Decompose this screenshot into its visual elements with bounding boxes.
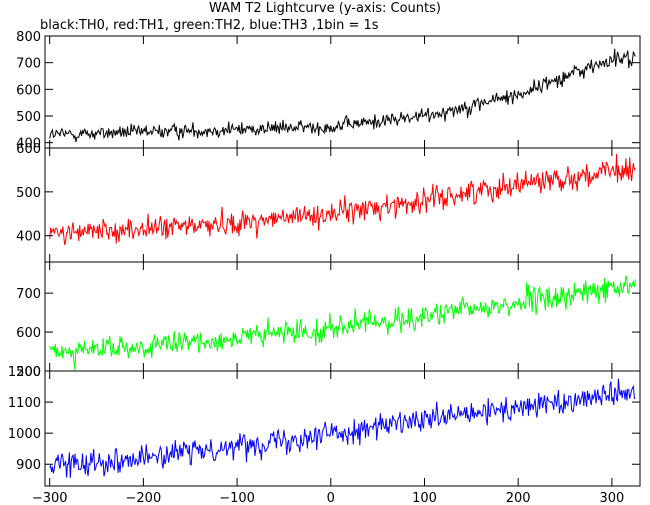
series-line-th2 bbox=[49, 275, 636, 371]
y-tick-label: 400 bbox=[16, 230, 41, 245]
series-line-th3 bbox=[49, 378, 636, 478]
y-tick-label: 500 bbox=[16, 365, 41, 380]
y-tick-label: 700 bbox=[16, 287, 41, 302]
chart-title: WAM T2 Lightcurve (y-axis: Counts) bbox=[209, 1, 441, 16]
y-tick-label: 600 bbox=[16, 142, 41, 157]
y-tick-label: 600 bbox=[16, 83, 41, 98]
y-tick-label: 900 bbox=[16, 458, 41, 473]
chart-subtitle: black:TH0, red:TH1, green:TH2, blue:TH3 … bbox=[40, 18, 379, 33]
y-tick-label: 600 bbox=[16, 326, 41, 341]
y-tick-label: 500 bbox=[16, 186, 41, 201]
y-tick-label: 700 bbox=[16, 57, 41, 72]
panel-frame-th1 bbox=[44, 147, 641, 263]
y-tick-label: 400 bbox=[16, 137, 41, 152]
y-tick-label: 800 bbox=[16, 30, 41, 45]
series-line-th0 bbox=[49, 48, 636, 143]
y-tick-label: 1100 bbox=[8, 396, 41, 411]
panel-frame-th0 bbox=[44, 35, 641, 149]
y-tick-label: 500 bbox=[16, 110, 41, 125]
x-tick-label: −100 bbox=[219, 491, 255, 505]
panel-frame-th3 bbox=[44, 370, 641, 487]
x-tick-label: −300 bbox=[32, 491, 68, 505]
y-tick-label: 1000 bbox=[8, 427, 41, 442]
x-tick-label: 300 bbox=[599, 491, 624, 505]
panel-frame-th2 bbox=[44, 261, 641, 372]
series-line-th1 bbox=[49, 153, 636, 246]
x-tick-label: 100 bbox=[412, 491, 437, 505]
x-tick-label: −200 bbox=[126, 491, 162, 505]
x-tick-label: 0 bbox=[327, 491, 335, 505]
x-tick-label: 200 bbox=[506, 491, 531, 505]
y-tick-label: 1200 bbox=[8, 365, 41, 380]
